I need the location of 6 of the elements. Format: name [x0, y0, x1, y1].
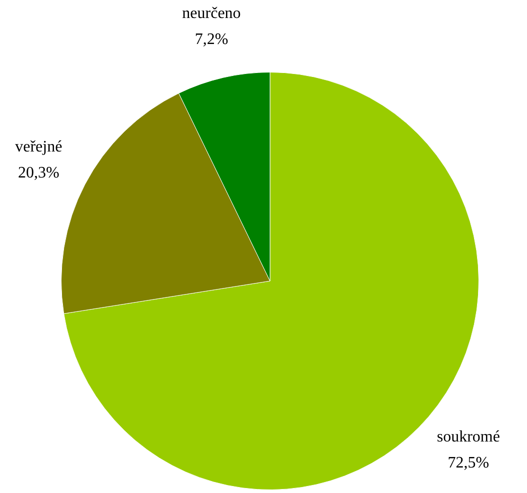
data-label: 72,5% [448, 454, 490, 472]
data-label: 7,2% [194, 30, 228, 48]
slice-label: soukromé [436, 428, 500, 446]
slice-label: neurčeno [182, 4, 241, 22]
slice-label: veřejné [15, 138, 62, 156]
data-label: 20,3% [18, 164, 60, 182]
